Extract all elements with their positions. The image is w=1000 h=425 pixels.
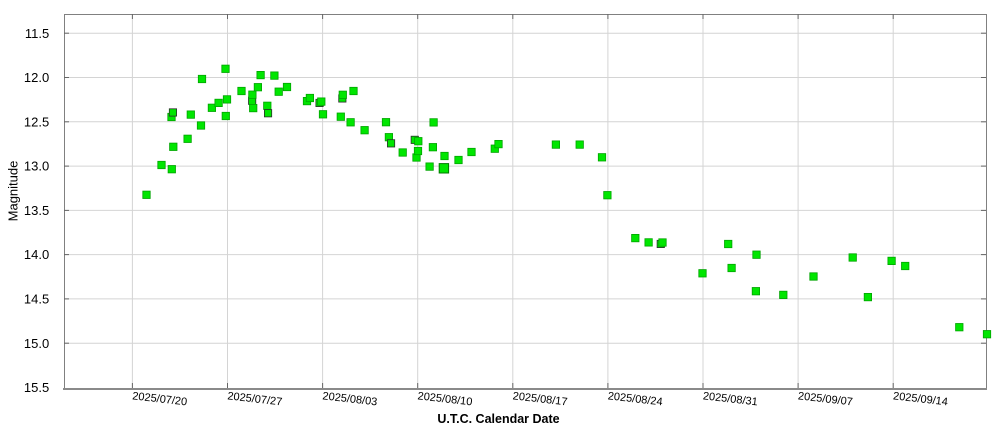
svg-text:14.0: 14.0 bbox=[24, 247, 49, 262]
svg-text:13.5: 13.5 bbox=[24, 203, 49, 218]
svg-text:U.T.C. Calendar Date: U.T.C. Calendar Date bbox=[437, 412, 559, 425]
svg-text:Magnitude: Magnitude bbox=[6, 161, 21, 222]
svg-text:11.5: 11.5 bbox=[25, 26, 49, 41]
svg-text:13.0: 13.0 bbox=[24, 159, 49, 174]
svg-text:14.5: 14.5 bbox=[24, 292, 49, 307]
svg-text:15.5: 15.5 bbox=[24, 380, 49, 395]
svg-text:12.0: 12.0 bbox=[24, 70, 49, 85]
svg-text:12.5: 12.5 bbox=[24, 114, 49, 129]
svg-text:15.0: 15.0 bbox=[24, 336, 49, 351]
